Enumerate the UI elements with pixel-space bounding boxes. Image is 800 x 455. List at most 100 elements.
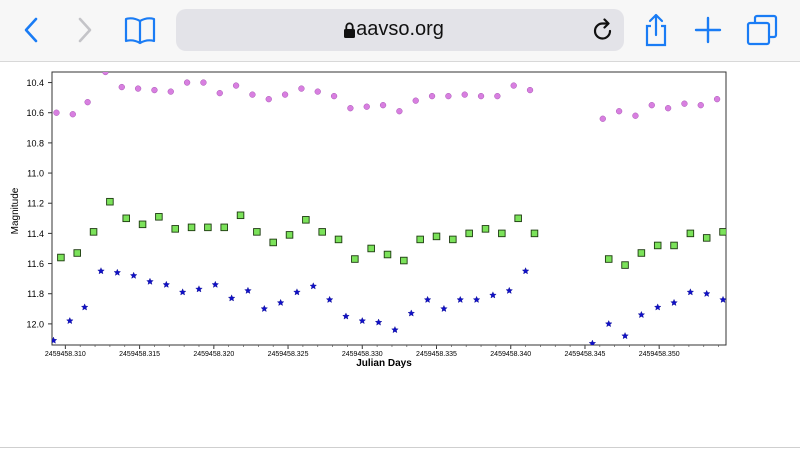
forward-button[interactable] xyxy=(68,8,102,52)
star-data-point xyxy=(195,285,203,293)
browser-toolbar: aavso.org xyxy=(0,0,800,62)
square-data-point xyxy=(383,250,392,259)
star-data-point xyxy=(276,298,285,306)
circle-data-point xyxy=(249,91,256,98)
circle-data-point xyxy=(648,102,655,109)
circle-data-point xyxy=(265,95,272,103)
square-data-point xyxy=(220,223,228,232)
star-data-point xyxy=(211,280,220,288)
square-data-point xyxy=(122,214,130,223)
circle-data-point xyxy=(477,92,485,100)
circle-data-point xyxy=(445,92,452,100)
lock-icon xyxy=(344,22,355,38)
square-data-point xyxy=(514,214,522,223)
circle-data-point xyxy=(200,79,207,86)
new-tab-icon xyxy=(694,16,722,44)
star-data-point xyxy=(456,295,464,303)
circle-data-point xyxy=(379,102,387,109)
circle-data-point xyxy=(53,109,60,116)
circle-data-point xyxy=(615,108,623,115)
square-data-point xyxy=(318,228,326,236)
star-data-point xyxy=(653,303,662,311)
light-curve-chart: 10.4 10.6 10.8 11.0 11.2 11.4 11.6 11.8 12.0 2459… xyxy=(0,62,800,450)
square-data-point xyxy=(498,229,506,238)
square-data-point xyxy=(89,228,98,236)
reload-button[interactable] xyxy=(592,18,614,47)
circle-data-point xyxy=(118,83,125,91)
circle-data-point xyxy=(102,72,109,76)
data-points xyxy=(52,72,726,345)
star-data-point xyxy=(113,268,122,276)
circle-data-point xyxy=(216,89,223,97)
square-data-point xyxy=(57,253,65,262)
y-tick-label: 10.4 xyxy=(26,78,44,88)
tabs-icon xyxy=(746,14,778,46)
circle-data-point xyxy=(151,86,158,94)
star-data-point xyxy=(374,318,383,326)
square-data-point xyxy=(481,225,490,233)
star-data-point xyxy=(293,288,301,296)
back-button[interactable] xyxy=(14,8,48,52)
circle-data-point xyxy=(167,88,174,95)
circle-data-point xyxy=(599,115,606,122)
square-data-point xyxy=(432,232,441,241)
square-data-point xyxy=(604,255,613,263)
circle-data-point xyxy=(681,100,688,107)
share-button[interactable] xyxy=(638,8,674,52)
star-data-point xyxy=(637,310,646,319)
share-icon xyxy=(645,13,667,47)
address-bar[interactable]: aavso.org xyxy=(176,9,624,51)
square-data-point xyxy=(155,213,163,221)
star-data-point xyxy=(472,295,481,303)
star-data-point xyxy=(80,303,89,311)
x-tick-label: 2459458.310 xyxy=(45,351,86,358)
star-data-point xyxy=(588,339,597,345)
square-data-point xyxy=(686,229,695,238)
circle-data-point xyxy=(396,108,403,115)
circle-data-point xyxy=(412,97,419,104)
circle-data-point xyxy=(510,82,517,89)
circle-data-point xyxy=(363,103,370,110)
star-data-point xyxy=(325,295,334,303)
circle-data-point xyxy=(84,99,91,106)
circle-data-point xyxy=(664,105,672,112)
tabs-button[interactable] xyxy=(742,8,782,52)
star-data-point xyxy=(260,304,269,312)
star-data-point xyxy=(621,332,629,340)
square-data-point xyxy=(702,234,711,242)
star-data-point xyxy=(407,309,415,317)
square-data-point xyxy=(621,261,629,269)
square-data-point xyxy=(351,255,359,263)
circle-data-point xyxy=(697,102,704,109)
y-tick-label: 10.8 xyxy=(26,138,44,148)
bookmarks-button[interactable] xyxy=(118,8,162,52)
y-tick-label: 10.6 xyxy=(26,108,44,118)
forward-icon xyxy=(78,17,92,43)
square-data-point xyxy=(670,241,678,250)
star-data-point xyxy=(52,336,58,344)
star-data-point xyxy=(162,280,171,288)
circle-data-point xyxy=(713,95,721,103)
x-tick-label: 2459458.330 xyxy=(342,351,383,358)
y-tick-label: 11.8 xyxy=(27,289,44,299)
star-data-point xyxy=(146,277,154,285)
y-tick-label: 11.6 xyxy=(27,259,44,269)
new-tab-button[interactable] xyxy=(690,8,726,52)
x-tick-label: 2459458.315 xyxy=(119,351,160,358)
axes: 10.4 10.6 10.8 11.0 11.2 11.4 11.6 11.8 12.0 2459… xyxy=(26,71,727,358)
star-data-point xyxy=(686,288,695,296)
square-data-point xyxy=(138,220,147,229)
circle-data-point xyxy=(428,92,436,100)
square-data-point xyxy=(302,216,310,224)
star-data-point xyxy=(505,286,513,294)
y-tick-label: 11.0 xyxy=(27,169,44,179)
x-tick-label: 2459458.350 xyxy=(639,351,680,358)
circle-data-point xyxy=(347,105,354,112)
square-data-point xyxy=(106,197,114,206)
page-bottom-border xyxy=(0,447,800,448)
square-data-point xyxy=(269,238,277,247)
circle-data-point xyxy=(69,111,76,118)
square-data-point xyxy=(653,241,662,250)
star-data-point xyxy=(670,298,678,306)
bookmarks-icon xyxy=(124,17,156,45)
